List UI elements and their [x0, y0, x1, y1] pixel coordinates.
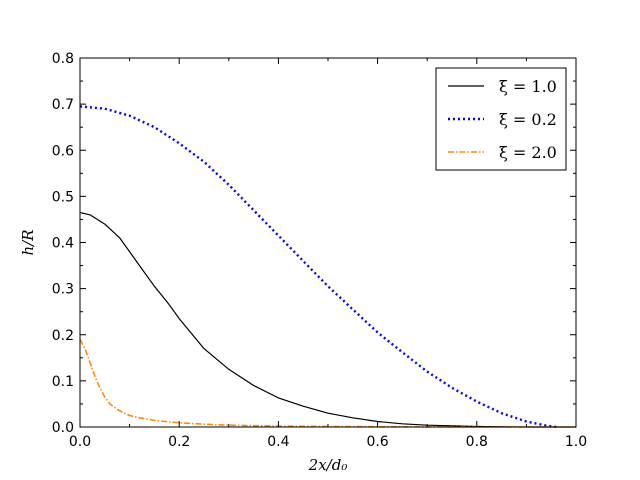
legend-label-2: ξ = 0.2: [499, 110, 557, 129]
series-line-2: [79, 105, 557, 429]
y-tick-label: 0.3: [52, 282, 74, 298]
y-tick-label: 0.2: [52, 328, 74, 344]
legend: ξ = 1.0 ξ = 0.2 ξ = 2.0: [435, 67, 567, 171]
x-axis-label: 2x/d₀: [308, 456, 348, 474]
x-tick-label: 0.2: [168, 434, 190, 450]
series-line-3: [79, 339, 576, 428]
y-tick-label: 0.1: [52, 374, 74, 390]
y-tick-label: 0.0: [52, 420, 74, 436]
x-tick-label: 0.6: [366, 434, 388, 450]
legend-box: [435, 67, 567, 171]
y-tick-label: 0.8: [52, 51, 74, 67]
x-tick-label: 0.0: [69, 434, 91, 450]
series-line-1: [79, 211, 576, 428]
legend-label-1: ξ = 1.0: [499, 77, 557, 96]
x-tick-label: 0.4: [267, 434, 289, 450]
x-tick-label: 1.0: [565, 434, 587, 450]
y-axis-label: h/R: [19, 229, 37, 255]
ticks-layer: 0.0 0.2 0.4 0.6 0.8 1.0 0.0 0.1 0.2 0.3 0.4 0.5 0.6 0…: [52, 51, 587, 450]
legend-label-3: ξ = 2.0: [499, 143, 557, 162]
y-tick-label: 0.6: [52, 143, 74, 159]
x-tick-label: 0.8: [466, 434, 488, 450]
y-tick-label: 0.4: [52, 236, 74, 252]
y-tick-label: 0.5: [52, 189, 74, 205]
series-layer: [79, 105, 576, 429]
y-tick-label: 0.7: [52, 97, 74, 113]
